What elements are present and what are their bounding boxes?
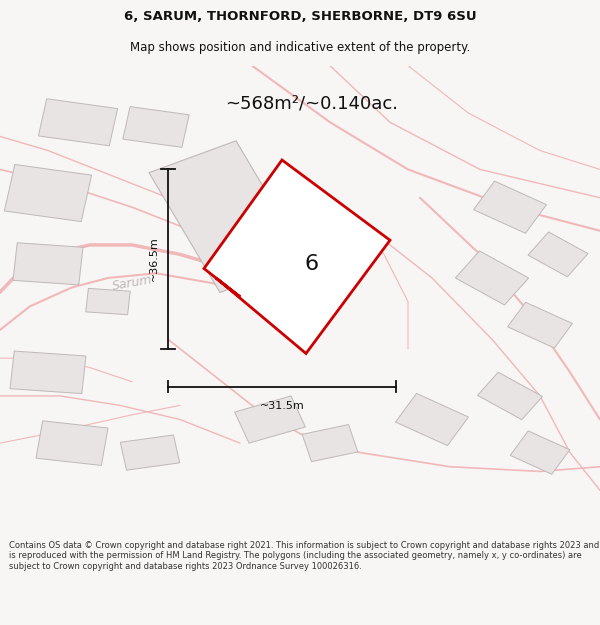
Polygon shape <box>528 232 588 277</box>
Polygon shape <box>86 288 130 315</box>
Text: 6: 6 <box>305 254 319 274</box>
Polygon shape <box>473 181 547 233</box>
Text: Map shows position and indicative extent of the property.: Map shows position and indicative extent… <box>130 41 470 54</box>
Text: ~568m²/~0.140ac.: ~568m²/~0.140ac. <box>226 94 398 112</box>
Polygon shape <box>120 435 180 470</box>
Text: 6, SARUM, THORNFORD, SHERBORNE, DT9 6SU: 6, SARUM, THORNFORD, SHERBORNE, DT9 6SU <box>124 10 476 23</box>
Polygon shape <box>508 302 572 348</box>
Polygon shape <box>36 421 108 466</box>
Text: ~31.5m: ~31.5m <box>260 401 304 411</box>
Text: Contains OS data © Crown copyright and database right 2021. This information is : Contains OS data © Crown copyright and d… <box>9 541 599 571</box>
Polygon shape <box>455 251 529 305</box>
Polygon shape <box>123 107 189 148</box>
Polygon shape <box>13 242 83 285</box>
Polygon shape <box>10 351 86 394</box>
Polygon shape <box>510 431 570 474</box>
Text: ~36.5m: ~36.5m <box>149 237 159 281</box>
Polygon shape <box>478 372 542 420</box>
Polygon shape <box>235 396 305 443</box>
Polygon shape <box>204 160 390 354</box>
Polygon shape <box>395 393 469 446</box>
Polygon shape <box>4 164 92 222</box>
Polygon shape <box>302 424 358 462</box>
Polygon shape <box>38 99 118 146</box>
Polygon shape <box>149 141 307 292</box>
Text: Sarum: Sarum <box>111 272 153 292</box>
